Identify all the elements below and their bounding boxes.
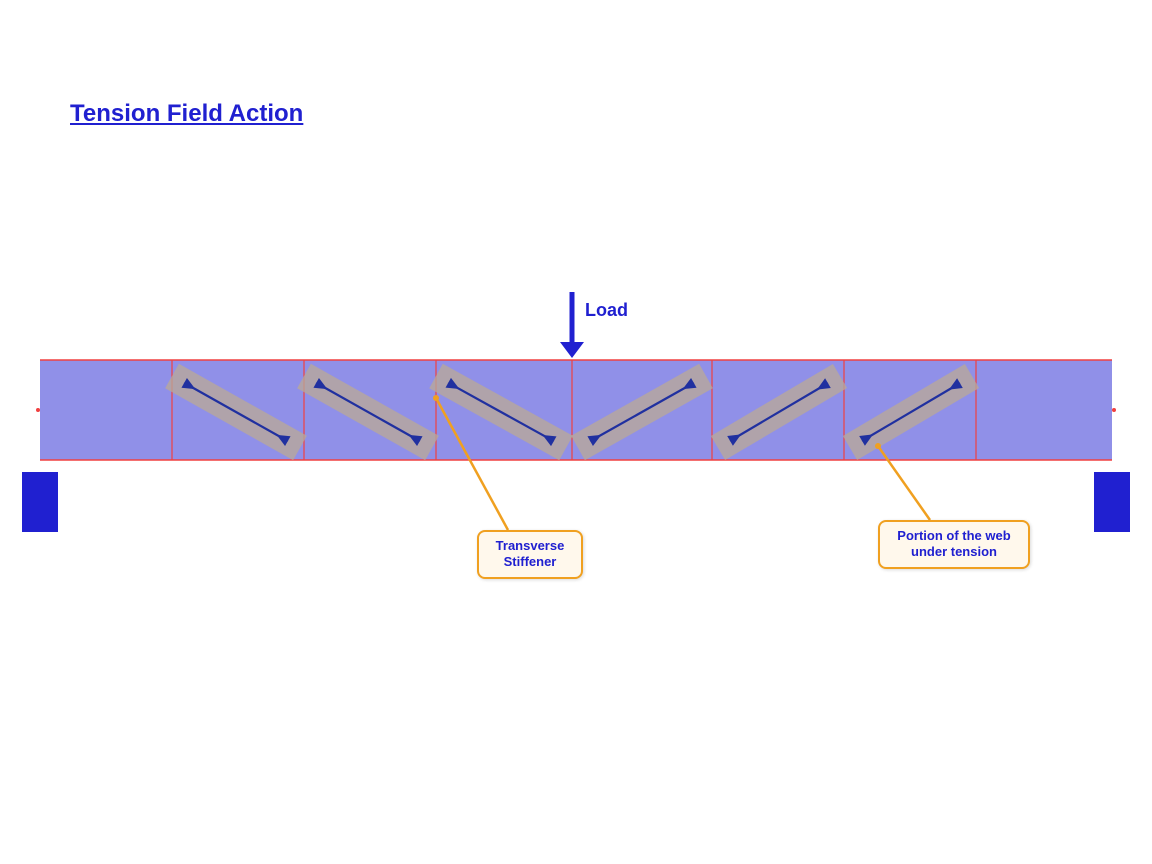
load-label: Load — [585, 300, 628, 321]
callout-line2: under tension — [911, 544, 997, 559]
end-dot-right — [1112, 408, 1116, 412]
callout-line1: Portion of the web — [897, 528, 1010, 543]
callout-transverse-stiffener: Transverse Stiffener — [477, 530, 583, 579]
load-arrow-head — [560, 342, 584, 358]
callout-line2: Stiffener — [504, 554, 557, 569]
support-right — [1094, 472, 1130, 532]
callout-web-tension: Portion of the web under tension — [878, 520, 1030, 569]
tension-field-diagram — [0, 0, 1152, 864]
leader-stiffener-dot — [433, 395, 439, 401]
leader-tension-web-dot — [875, 443, 881, 449]
callout-line1: Transverse — [496, 538, 565, 553]
support-left — [22, 472, 58, 532]
end-dot-left — [36, 408, 40, 412]
